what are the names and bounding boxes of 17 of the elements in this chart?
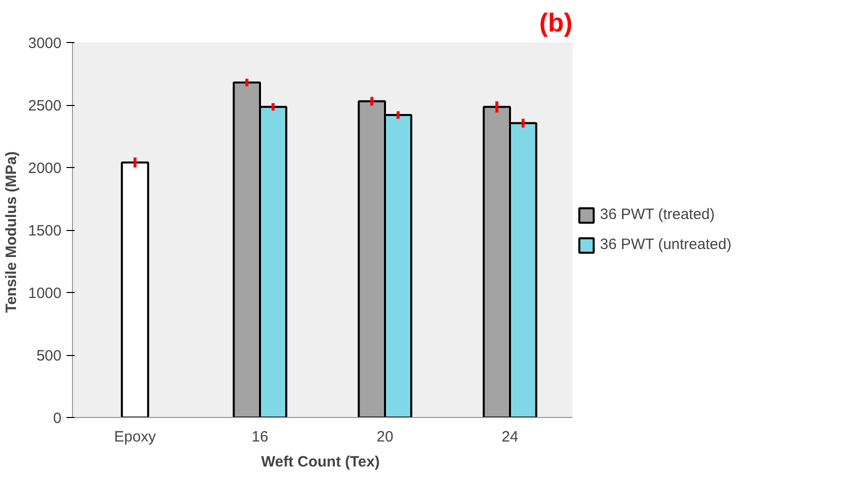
y-tick-label: 1000 bbox=[28, 285, 62, 302]
y-tick-label: 2000 bbox=[28, 160, 62, 177]
y-tick-label: 3000 bbox=[28, 35, 62, 52]
x-axis-title: Weft Count (Tex) bbox=[261, 454, 380, 470]
legend-label: 36 PWT (untreated) bbox=[600, 236, 732, 253]
bar bbox=[120, 162, 150, 418]
text: (b) bbox=[539, 8, 573, 38]
y-tick-label: 1500 bbox=[28, 222, 62, 240]
x-tick-label: 20 bbox=[376, 428, 394, 446]
legend-label: 36 PWT (treated) bbox=[600, 206, 715, 223]
y-tick-label: 2500 bbox=[28, 98, 62, 114]
y-tick-label: 500 bbox=[36, 348, 62, 364]
x-tick-label: Epoxy bbox=[114, 428, 156, 446]
y-tick-label: 0 bbox=[53, 410, 62, 427]
x-tick-label: 24 bbox=[502, 428, 518, 446]
x-tick-label: 16 bbox=[252, 428, 268, 446]
y-axis-title: Tensile Modulus (MPa) bbox=[3, 151, 20, 313]
